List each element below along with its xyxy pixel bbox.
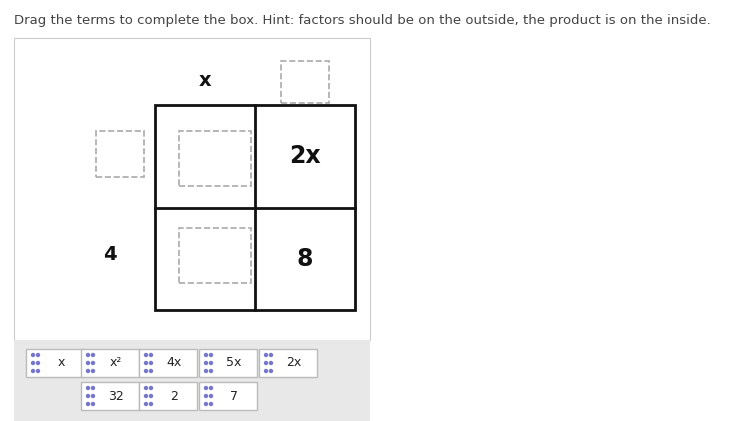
- Circle shape: [265, 370, 268, 373]
- Circle shape: [205, 354, 208, 357]
- Circle shape: [149, 362, 152, 365]
- Text: 8: 8: [297, 247, 314, 271]
- Circle shape: [92, 402, 94, 405]
- Circle shape: [32, 354, 34, 357]
- Circle shape: [37, 370, 40, 373]
- Circle shape: [209, 354, 212, 357]
- Circle shape: [145, 394, 148, 397]
- Circle shape: [269, 370, 272, 373]
- Circle shape: [37, 354, 40, 357]
- Bar: [96, 131, 144, 177]
- Circle shape: [92, 370, 94, 373]
- Text: 4: 4: [104, 245, 117, 264]
- Circle shape: [269, 362, 272, 365]
- Bar: [155, 105, 355, 310]
- Text: 2x: 2x: [286, 357, 302, 370]
- Text: 2: 2: [170, 389, 178, 402]
- Text: x²: x²: [110, 357, 122, 370]
- Circle shape: [149, 354, 152, 357]
- Circle shape: [92, 394, 94, 397]
- Circle shape: [209, 402, 212, 405]
- FancyBboxPatch shape: [81, 349, 139, 377]
- Circle shape: [269, 354, 272, 357]
- FancyBboxPatch shape: [139, 349, 197, 377]
- Circle shape: [145, 362, 148, 365]
- Circle shape: [32, 362, 34, 365]
- Text: 32: 32: [108, 389, 124, 402]
- Circle shape: [265, 362, 268, 365]
- Circle shape: [145, 402, 148, 405]
- FancyBboxPatch shape: [139, 382, 197, 410]
- Circle shape: [86, 354, 89, 357]
- Text: Drag the terms to complete the box. Hint: factors should be on the outside, the : Drag the terms to complete the box. Hint…: [14, 14, 711, 27]
- Circle shape: [145, 386, 148, 389]
- Circle shape: [205, 386, 208, 389]
- Circle shape: [205, 370, 208, 373]
- Circle shape: [149, 370, 152, 373]
- Circle shape: [265, 354, 268, 357]
- Bar: [14, 38, 370, 340]
- Text: x: x: [199, 70, 211, 90]
- Bar: [14, 340, 370, 421]
- Text: 2x: 2x: [290, 144, 321, 168]
- Circle shape: [145, 354, 148, 357]
- Circle shape: [92, 362, 94, 365]
- Circle shape: [205, 394, 208, 397]
- Circle shape: [86, 386, 89, 389]
- Circle shape: [86, 402, 89, 405]
- FancyBboxPatch shape: [199, 349, 257, 377]
- Text: 7: 7: [230, 389, 238, 402]
- Circle shape: [209, 362, 212, 365]
- Circle shape: [149, 386, 152, 389]
- Circle shape: [149, 402, 152, 405]
- Circle shape: [92, 386, 94, 389]
- Text: 5x: 5x: [226, 357, 242, 370]
- Circle shape: [209, 370, 212, 373]
- Bar: [179, 227, 251, 282]
- Circle shape: [92, 354, 94, 357]
- Circle shape: [209, 394, 212, 397]
- Circle shape: [209, 386, 212, 389]
- FancyBboxPatch shape: [199, 382, 257, 410]
- Circle shape: [205, 362, 208, 365]
- Circle shape: [205, 402, 208, 405]
- Circle shape: [86, 394, 89, 397]
- Text: 4x: 4x: [166, 357, 182, 370]
- Bar: [281, 61, 329, 103]
- Circle shape: [149, 394, 152, 397]
- FancyBboxPatch shape: [81, 382, 139, 410]
- Circle shape: [145, 370, 148, 373]
- FancyBboxPatch shape: [259, 349, 317, 377]
- Circle shape: [37, 362, 40, 365]
- FancyBboxPatch shape: [26, 349, 84, 377]
- Circle shape: [32, 370, 34, 373]
- Bar: [179, 131, 251, 186]
- Text: x: x: [57, 357, 64, 370]
- Circle shape: [86, 370, 89, 373]
- Circle shape: [86, 362, 89, 365]
